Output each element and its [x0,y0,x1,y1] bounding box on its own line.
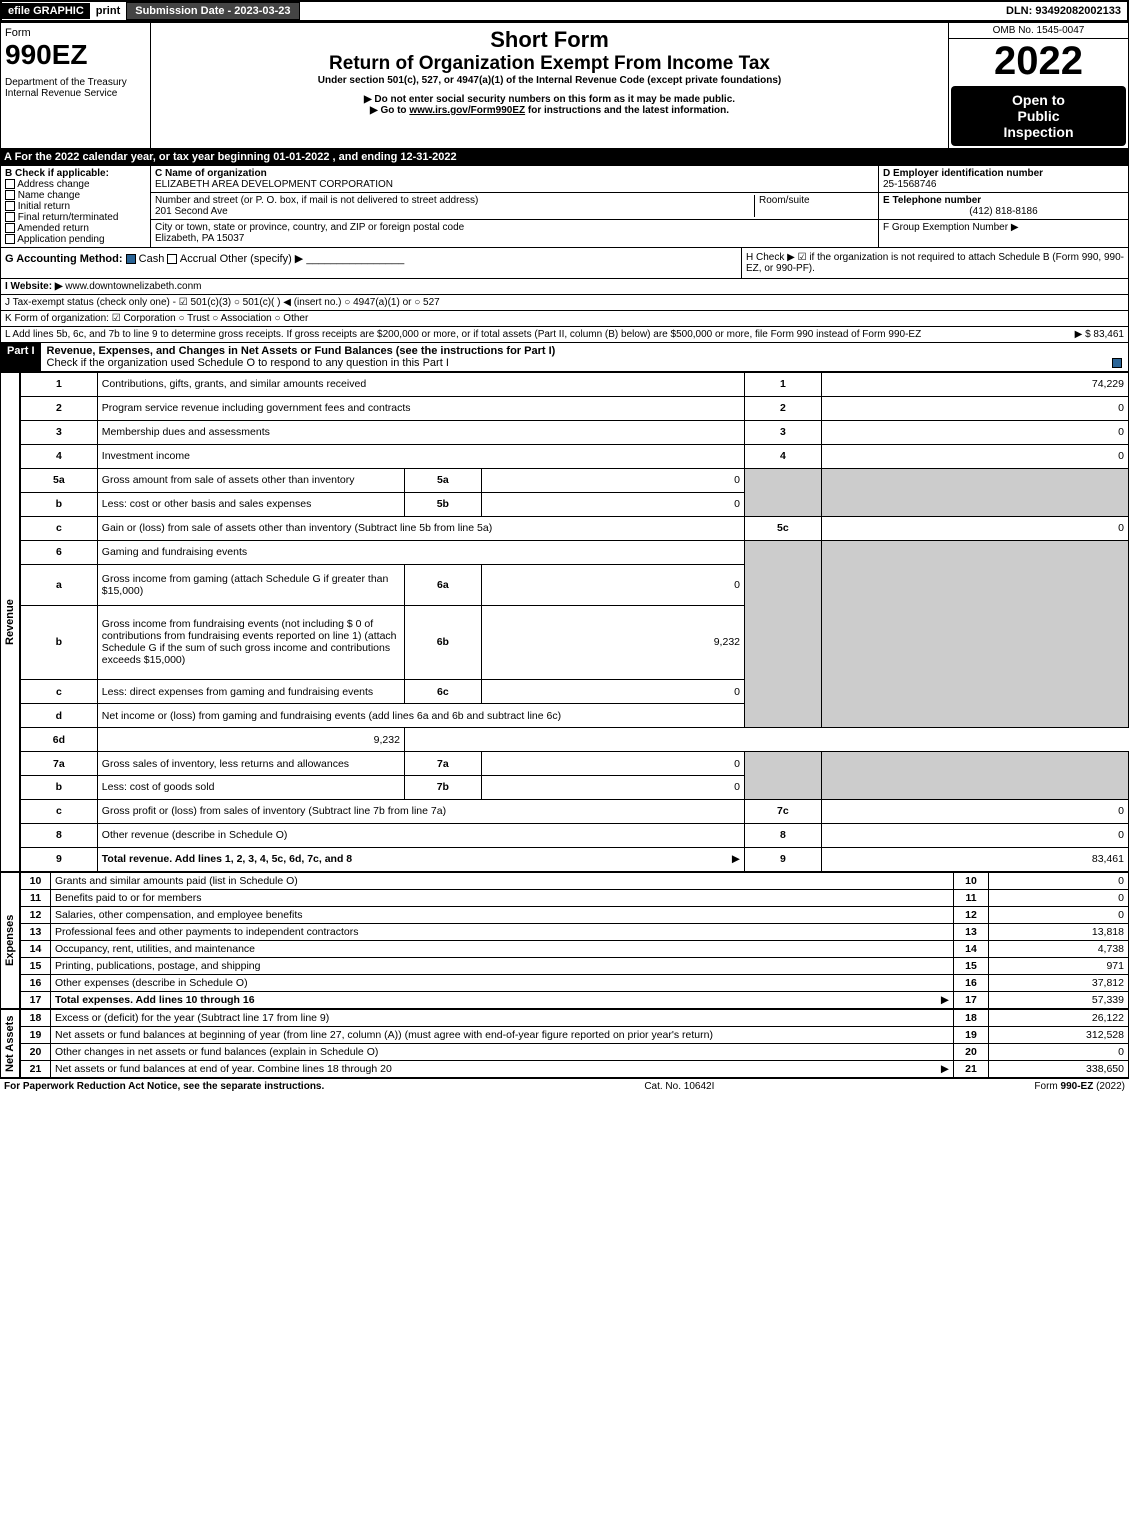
line-14: 14Occupancy, rent, utilities, and mainte… [21,941,1129,958]
form-number: 990EZ [5,39,146,71]
check-initial-return[interactable]: Initial return [5,201,146,212]
section-i: I Website: ▶ www.downtownelizabeth.conm [0,279,1129,295]
header-right: OMB No. 1545-0047 2022 Open to Public In… [948,23,1128,148]
omb-number: OMB No. 1545-0047 [949,23,1128,39]
gross-receipts: ▶ $ 83,461 [1075,329,1124,340]
city-state-zip: Elizabeth, PA 15037 [155,233,874,244]
street-address: 201 Second Ave [155,206,754,217]
city-cell: City or town, state or province, country… [151,220,878,246]
line-15: 15Printing, publications, postage, and s… [21,958,1129,975]
phone-value: (412) 818-8186 [883,206,1124,217]
line-16: 16Other expenses (describe in Schedule O… [21,975,1129,992]
net-assets-label: Net Assets [0,1009,20,1078]
check-amended-return[interactable]: Amended return [5,223,146,234]
section-k: K Form of organization: ☑ Corporation ○ … [0,311,1129,327]
section-def: D Employer identification number 25-1568… [878,166,1128,247]
open-public-box: Open to Public Inspection [951,86,1126,146]
line-18: 18Excess or (deficit) for the year (Subt… [21,1010,1129,1027]
footer-form: Form 990-EZ (2022) [1034,1081,1125,1092]
section-h: H Check ▶ ☑ if the organization is not r… [741,248,1128,278]
line-8: 8Other revenue (describe in Schedule O)8… [21,823,1129,847]
check-address-change[interactable]: Address change [5,179,146,190]
line-7c: cGross profit or (loss) from sales of in… [21,799,1129,823]
line-19: 19Net assets or fund balances at beginni… [21,1027,1129,1044]
tax-year: 2022 [949,39,1128,84]
part1-check-text: Check if the organization used Schedule … [47,357,449,369]
efile-label: efile GRAPHIC [2,3,90,19]
website-value[interactable]: www.downtownelizabeth.conm [65,281,201,292]
part1-header: Part I Revenue, Expenses, and Changes in… [0,343,1129,372]
group-exemption: F Group Exemption Number ▶ [879,220,1128,235]
check-final-return[interactable]: Final return/terminated [5,212,146,223]
subtitle: Under section 501(c), 527, or 4947(a)(1)… [155,75,944,86]
line-5c: cGain or (loss) from sale of assets othe… [21,516,1129,540]
section-gh: G Accounting Method: Cash Accrual Other … [0,248,1129,279]
section-l: L Add lines 5b, 6c, and 7b to line 9 to … [0,327,1129,343]
b-header: B Check if applicable: [5,168,146,179]
line-20: 20Other changes in net assets or fund ba… [21,1044,1129,1061]
line-11: 11Benefits paid to or for members110 [21,890,1129,907]
line-7a: 7aGross sales of inventory, less returns… [21,752,1129,776]
page-footer: For Paperwork Reduction Act Notice, see … [0,1078,1129,1094]
part1-label: Part I [1,343,41,371]
org-name-cell: C Name of organization ELIZABETH AREA DE… [151,166,878,193]
section-g: G Accounting Method: Cash Accrual Other … [1,248,741,278]
footer-cat: Cat. No. 10642I [644,1081,714,1092]
line-5a: 5aGross amount from sale of assets other… [21,468,1129,492]
section-c: C Name of organization ELIZABETH AREA DE… [151,166,878,247]
phone-cell: E Telephone number (412) 818-8186 [879,193,1128,220]
section-a: A For the 2022 calendar year, or tax yea… [0,149,1129,165]
net-assets-table: 18Excess or (deficit) for the year (Subt… [20,1009,1129,1078]
line-6: 6Gaming and fundraising events [21,540,1129,564]
line-2: 2Program service revenue including gover… [21,396,1129,420]
check-accrual[interactable] [167,254,177,264]
line-21: 21Net assets or fund balances at end of … [21,1061,1129,1078]
header-center: Short Form Return of Organization Exempt… [151,23,948,148]
dln-number: DLN: 93492082002133 [1000,3,1127,19]
header-left: Form 990EZ Department of the Treasury In… [1,23,151,148]
line-13: 13Professional fees and other payments t… [21,924,1129,941]
print-link[interactable]: print [90,3,126,19]
dept-label: Department of the Treasury [5,77,146,88]
short-form-title: Short Form [155,27,944,53]
section-bcd: B Check if applicable: Address change Na… [0,165,1129,248]
check-schedule-o[interactable] [1112,358,1122,368]
section-b: B Check if applicable: Address change Na… [1,166,151,247]
check-application-pending[interactable]: Application pending [5,234,146,245]
note-link: ▶ Go to www.irs.gov/Form990EZ for instru… [155,105,944,116]
footer-left: For Paperwork Reduction Act Notice, see … [4,1081,324,1092]
irs-label: Internal Revenue Service [5,88,146,99]
line-4: 4Investment income40 [21,444,1129,468]
note-ssn: ▶ Do not enter social security numbers o… [155,94,944,105]
line-3: 3Membership dues and assessments30 [21,420,1129,444]
return-title: Return of Organization Exempt From Incom… [155,53,944,75]
room-suite: Room/suite [754,195,874,217]
line-1: 1Contributions, gifts, grants, and simil… [21,373,1129,397]
ein-cell: D Employer identification number 25-1568… [879,166,1128,193]
ein-value: 25-1568746 [883,179,1124,190]
form-header: Form 990EZ Department of the Treasury In… [0,22,1129,149]
check-cash[interactable] [126,254,136,264]
part1-title: Revenue, Expenses, and Changes in Net As… [47,345,556,357]
top-bar: efile GRAPHIC print Submission Date - 20… [0,0,1129,22]
street-cell: Number and street (or P. O. box, if mail… [151,193,878,220]
revenue-label: Revenue [0,372,20,872]
line-17: 17Total expenses. Add lines 10 through 1… [21,992,1129,1009]
expenses-label: Expenses [0,872,20,1009]
irs-link[interactable]: www.irs.gov/Form990EZ [409,105,525,116]
org-name: ELIZABETH AREA DEVELOPMENT CORPORATION [155,179,874,190]
submission-date: Submission Date - 2023-03-23 [126,2,299,20]
line-10: 10Grants and similar amounts paid (list … [21,873,1129,890]
expenses-table: 10Grants and similar amounts paid (list … [20,872,1129,1009]
revenue-table: 1Contributions, gifts, grants, and simil… [20,372,1129,872]
section-j: J Tax-exempt status (check only one) - ☑… [0,295,1129,311]
line-9: 9Total revenue. Add lines 1, 2, 3, 4, 5c… [21,847,1129,871]
line-12: 12Salaries, other compensation, and empl… [21,907,1129,924]
form-label: Form [5,27,146,39]
check-name-change[interactable]: Name change [5,190,146,201]
